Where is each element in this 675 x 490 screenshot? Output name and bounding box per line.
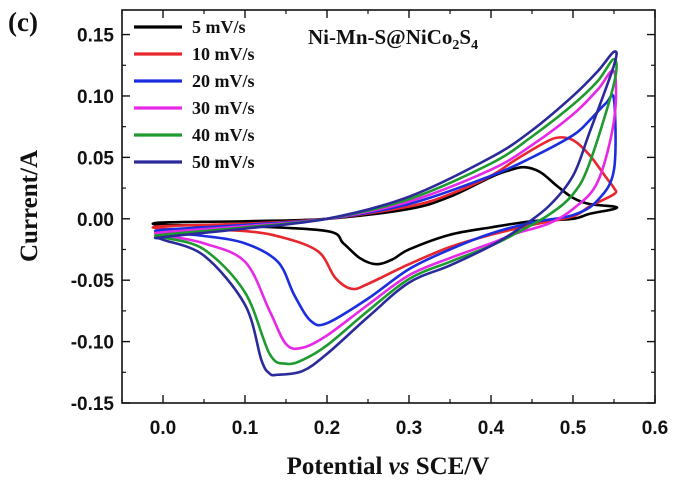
panel-label: (c) [8, 7, 38, 37]
y-tick-label: -0.15 [71, 394, 115, 415]
y-tick-label: 0.05 [77, 148, 114, 169]
x-axis-label: Potential vs SCE/V [287, 453, 490, 480]
y-axis-label: Current/A [16, 150, 43, 262]
cv-curve-5 [153, 57, 618, 366]
plot-frame [121, 9, 656, 404]
cv-curves [151, 50, 619, 377]
legend-label-6: 50 mV/s [192, 152, 255, 172]
y-tick-label: 0.10 [77, 87, 114, 108]
legend-label-5: 40 mV/s [192, 125, 255, 145]
x-axis-label-post: SCE/V [410, 453, 490, 480]
annotation-base: Ni-Mn-S@NiCo [308, 25, 452, 49]
cv-curve-1 [151, 165, 619, 266]
cv-curve-2 [151, 136, 618, 291]
cv-curve-3 [153, 93, 617, 327]
x-tick-label: 0.2 [314, 418, 340, 439]
cv-curve-4 [153, 69, 618, 351]
x-tick-label: 0.5 [560, 418, 587, 439]
annotation-mid: S [459, 25, 471, 49]
annotation-sub-1: 2 [452, 38, 459, 53]
legend-label-2: 10 mV/s [192, 44, 255, 64]
legend-label-4: 30 mV/s [192, 98, 255, 118]
x-tick-label: 0.6 [642, 418, 668, 439]
x-tick-label: 0.3 [396, 418, 422, 439]
x-axis-label-italic: vs [389, 453, 410, 480]
x-tick-label: 0.4 [478, 418, 505, 439]
legend: 5 mV/s 10 mV/s 20 mV/s 30 mV/s 40 mV/s 50 mV/… [134, 17, 255, 172]
y-tick-label: -0.10 [71, 333, 114, 354]
material-annotation: Ni-Mn-S@NiCo2S4 [308, 25, 478, 53]
y-tick-label: -0.05 [71, 271, 115, 292]
x-tick-label: 0.0 [150, 418, 176, 439]
legend-label-1: 5 mV/s [192, 17, 246, 37]
y-tick-label: 0.15 [77, 26, 114, 47]
cv-curve-6 [153, 50, 618, 377]
y-tick-label: 0.00 [77, 210, 114, 231]
annotation-sub-2: 4 [471, 38, 478, 53]
x-axis-label-pre: Potential [287, 453, 389, 480]
x-tick-label: 0.1 [232, 418, 259, 439]
axis-ticks: 0.0 0.1 0.2 0.3 0.4 0.5 0.6 -0.15 -0.10 -0.05 0.00… [71, 10, 668, 439]
legend-label-3: 20 mV/s [192, 71, 255, 91]
